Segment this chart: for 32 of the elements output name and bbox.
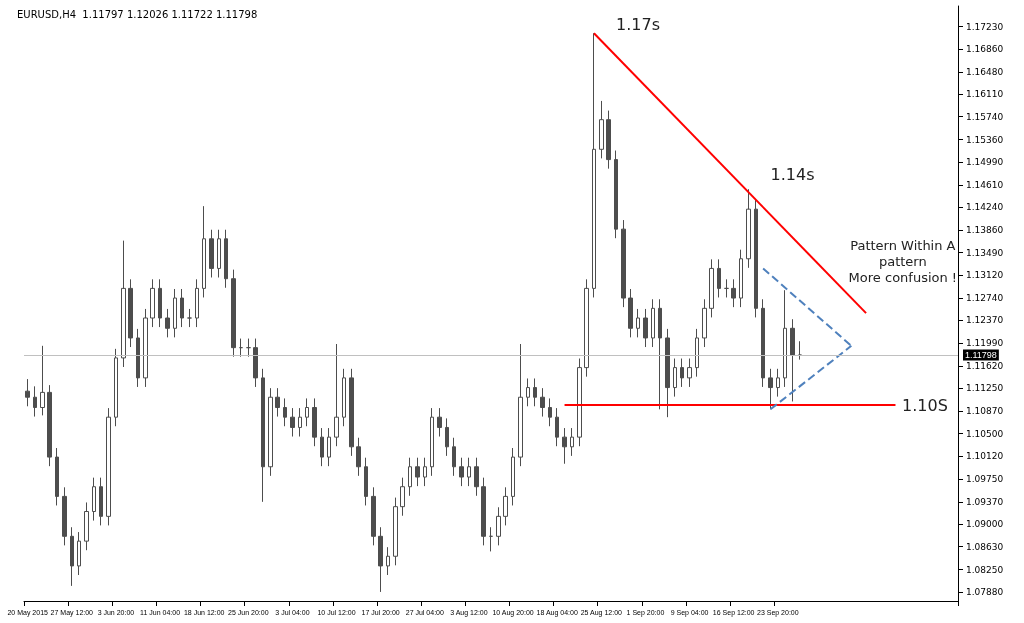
annotation: 1.10S [902, 395, 948, 415]
y-tick-label: 1.10870 [966, 406, 1004, 417]
y-tick-label: 1.12740 [966, 293, 1004, 304]
y-tick-label: 1.14990 [966, 157, 1004, 168]
y-tick-label: 1.15360 [966, 134, 1004, 145]
y-tick-label: 1.14610 [966, 179, 1004, 190]
y-tick-label: 1.07880 [966, 586, 1004, 597]
y-tick-label: 1.08630 [966, 541, 1004, 552]
y-tick-label: 1.10120 [966, 451, 1004, 462]
y-tick-label: 1.15740 [966, 111, 1004, 122]
annotation: Pattern Within A pattern More confusion ! [848, 237, 958, 285]
y-tick-label: 1.17230 [966, 21, 1004, 32]
y-tick-label: 1.12370 [966, 315, 1004, 326]
y-tick-label: 1.11620 [966, 360, 1004, 371]
y-tick-label: 1.09750 [966, 473, 1004, 484]
ref-line-label: 1.11798 [965, 350, 997, 361]
y-tick-label: 1.13490 [966, 247, 1004, 258]
chart-title: EURUSD,H4 1.11797 1.12026 1.11722 1.11798 [17, 8, 258, 20]
y-tick-label: 1.08250 [966, 564, 1004, 575]
y-tick-label: 1.09000 [966, 519, 1004, 530]
y-tick-label: 1.11250 [966, 383, 1004, 394]
y-tick-label: 1.09370 [966, 496, 1004, 507]
y-tick-label: 1.10500 [966, 428, 1004, 439]
y-tick-label: 1.16860 [966, 43, 1004, 54]
y-tick-label: 1.13860 [966, 225, 1004, 236]
y-tick-label: 1.16480 [966, 66, 1004, 77]
annotation: 1.14s [770, 165, 815, 185]
y-tick-label: 1.13120 [966, 270, 1004, 281]
y-tick-label: 1.16110 [966, 89, 1004, 100]
y-tick-label: 1.11990 [966, 338, 1004, 349]
y-tick-label: 1.14240 [966, 202, 1004, 213]
annotation: 1.17s [616, 14, 661, 34]
